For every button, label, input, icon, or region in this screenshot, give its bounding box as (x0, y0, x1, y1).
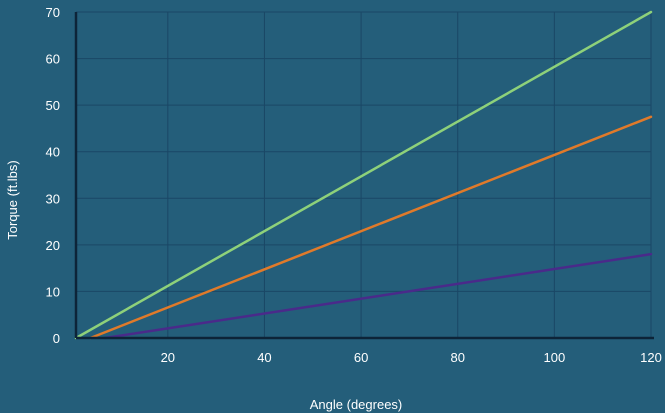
x-tick-label: 60 (354, 350, 368, 365)
x-tick-label: 120 (640, 350, 662, 365)
series-line-3 (103, 252, 653, 340)
x-axis-title: Angle (degrees) (310, 397, 403, 412)
y-tick-labels: 0 10 20 30 40 50 60 70 (46, 5, 60, 346)
y-tick-label: 0 (53, 331, 60, 346)
y-tick-label: 40 (46, 145, 60, 160)
x-tick-label: 40 (257, 350, 271, 365)
x-tick-label: 100 (544, 350, 566, 365)
x-tick-labels: 20 40 60 80 100 120 (161, 350, 662, 365)
y-tick-label: 10 (46, 284, 60, 299)
y-axis-title: Torque (ft.lbs) (5, 160, 20, 239)
x-tick-label: 80 (450, 350, 464, 365)
y-tick-label: 50 (46, 98, 60, 113)
y-tick-label: 70 (46, 5, 60, 20)
y-tick-label: 60 (46, 52, 60, 67)
series-line-1 (74, 10, 653, 340)
series-lines (74, 10, 653, 340)
x-tick-label: 20 (161, 350, 175, 365)
axes (74, 12, 654, 340)
series-line-2 (89, 115, 653, 340)
y-tick-label: 20 (46, 238, 60, 253)
y-tick-label: 30 (46, 191, 60, 206)
